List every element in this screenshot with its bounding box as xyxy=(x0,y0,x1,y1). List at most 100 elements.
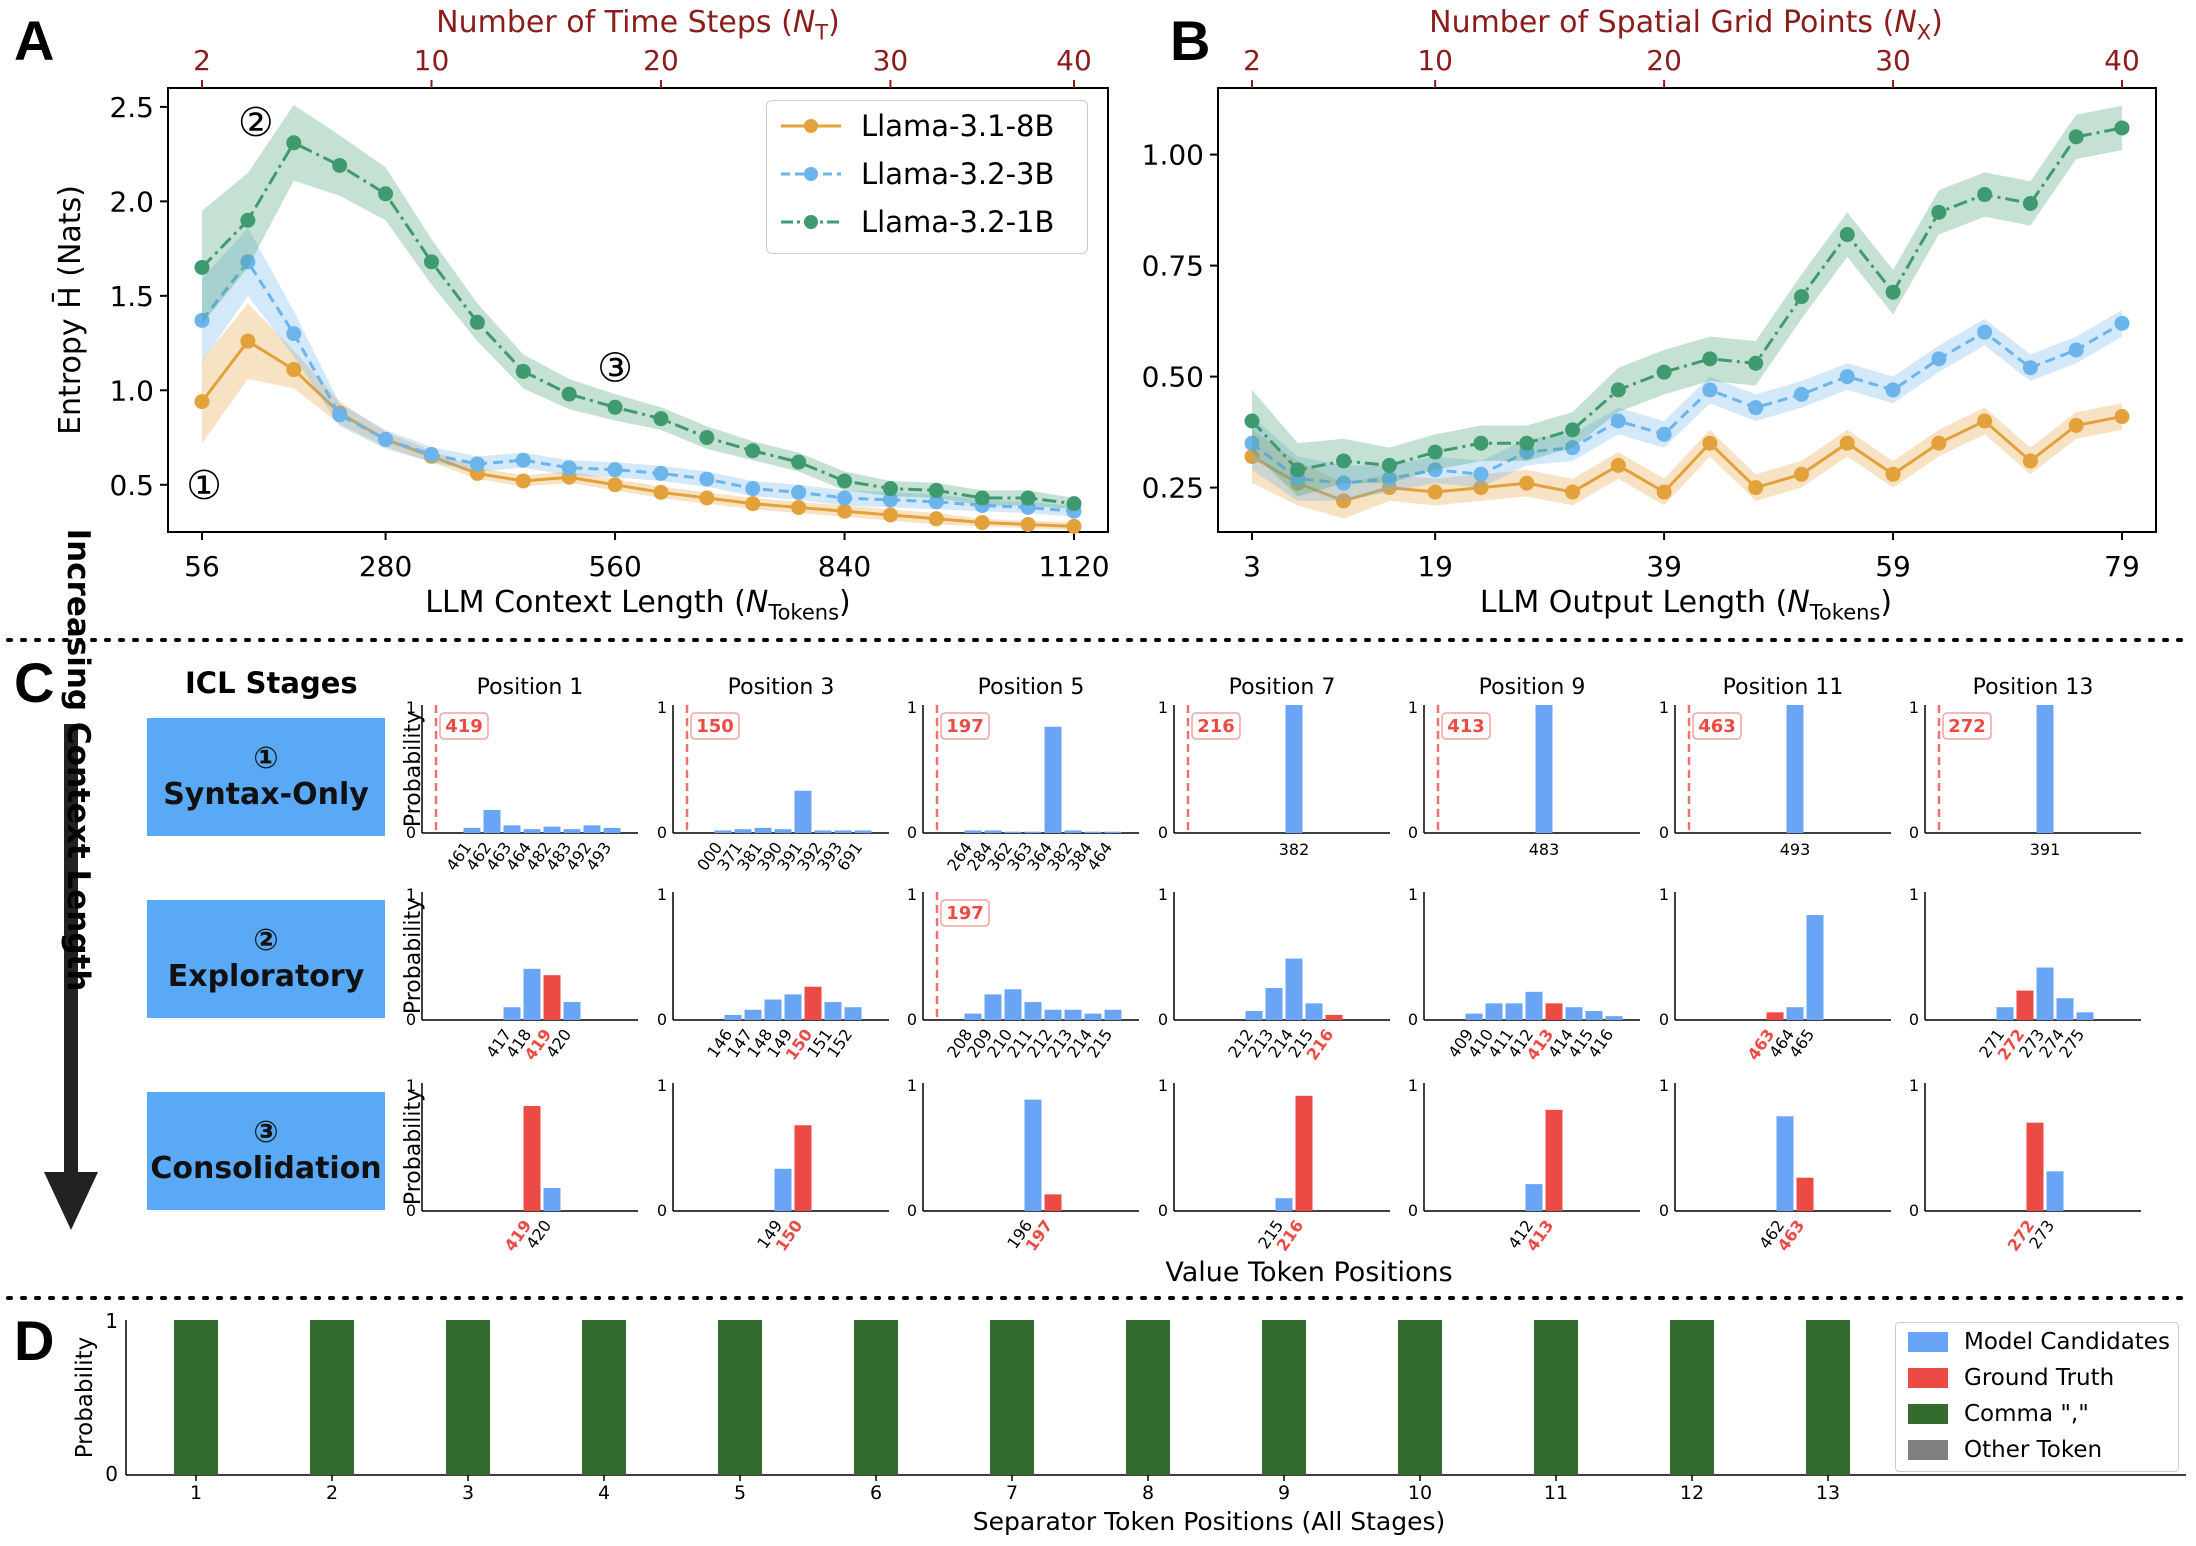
panel-b-line-chart: 0.25 0.50 0.75 1.00 3 19 39 59 79 2 10 20 30 40 Number… xyxy=(1142,5,2157,625)
y-tick-label: 0 xyxy=(1158,823,1168,842)
bar-comma xyxy=(446,1320,490,1475)
y-tick-label: 0 xyxy=(657,823,667,842)
y-tick-label: 1 xyxy=(907,885,917,904)
y-tick-label: 0 xyxy=(907,823,917,842)
bar-ground-truth xyxy=(794,1125,812,1211)
data-point xyxy=(1244,449,1260,465)
data-point xyxy=(791,484,807,500)
y-tick-label: 1 xyxy=(1659,698,1669,717)
legend-swatch-blue xyxy=(1908,1332,1948,1352)
marker-label: 463 xyxy=(1698,716,1736,737)
bar-comma xyxy=(718,1320,762,1475)
bar-comma xyxy=(1398,1320,1442,1475)
bar-ground-truth xyxy=(543,975,561,1020)
data-point xyxy=(974,515,990,531)
bar-comma xyxy=(854,1320,898,1475)
bar-comma xyxy=(174,1320,218,1475)
legend-label: Model Candidates xyxy=(1964,1329,2170,1355)
column-title: Position 1 xyxy=(477,675,584,700)
bar-comma xyxy=(990,1320,1034,1475)
data-point xyxy=(561,386,577,402)
bar-comma xyxy=(1534,1320,1578,1475)
marker-badge xyxy=(1692,712,1742,740)
bar-candidate xyxy=(1044,726,1062,833)
data-point xyxy=(378,431,394,447)
column-title: Position 3 xyxy=(728,675,835,700)
data-point xyxy=(1793,386,1809,402)
bottom-axis-title: LLM Context Length (NTokens) xyxy=(425,585,851,625)
y-tick-label: 0 xyxy=(907,1201,917,1220)
bar-candidate xyxy=(1996,1007,2014,1020)
bar-candidate xyxy=(734,829,752,833)
bar-candidate xyxy=(583,825,601,833)
y-tick-label: 0 xyxy=(1659,1201,1669,1220)
data-point xyxy=(1610,457,1626,473)
data-point xyxy=(1244,413,1260,429)
data-point xyxy=(2022,453,2038,469)
data-point xyxy=(2068,417,2084,433)
y-tick-label: 1 xyxy=(406,698,416,717)
bar-ground-truth xyxy=(523,1106,541,1211)
x-tick-label: 1 xyxy=(190,1482,202,1504)
data-point xyxy=(423,254,439,270)
data-point xyxy=(469,456,485,472)
bar-candidate xyxy=(744,1009,762,1020)
bar-candidate xyxy=(1004,989,1022,1020)
x-tick-label: 79 xyxy=(2104,550,2140,583)
panel-a-line-chart: 0.5 1.0 1.5 2.0 2.5 56 280 560 840 1120 2 10 20 30 40 N… xyxy=(52,5,1110,625)
legend-panel-d: Model Candidates Ground Truth Comma "," … xyxy=(1895,1322,2179,1472)
data-point xyxy=(882,481,898,497)
data-point xyxy=(469,314,485,330)
data-point xyxy=(240,212,256,228)
bar-candidate xyxy=(1104,831,1122,833)
marker-badge xyxy=(1191,712,1241,740)
x-tick-label: 13 xyxy=(1816,1482,1840,1504)
data-point xyxy=(791,454,807,470)
x-tick-label: 19 xyxy=(1417,550,1453,583)
data-point xyxy=(1565,422,1581,438)
data-point xyxy=(1885,284,1901,300)
bar-candidate xyxy=(523,829,541,833)
dotted-dividers xyxy=(6,638,2190,1300)
bar-candidate xyxy=(603,827,621,833)
legend-item-llama-1b: Llama-3.2-1B xyxy=(781,199,1087,245)
y-tick-label: 0 xyxy=(406,1201,416,1220)
x-tick-label: 8 xyxy=(1142,1482,1154,1504)
bar-candidate xyxy=(1285,958,1303,1020)
data-point xyxy=(378,186,394,202)
x-tick-label: 560 xyxy=(588,550,641,583)
bar-candidate xyxy=(1525,991,1543,1020)
top-x-tick-label: 2 xyxy=(1243,44,1261,77)
top-x-tick-label: 20 xyxy=(1646,44,1682,77)
data-point xyxy=(561,460,577,476)
bar-candidate xyxy=(714,830,732,833)
bar-ground-truth xyxy=(1295,1095,1313,1211)
stage-box-consolidation: ③ Consolidation xyxy=(147,1092,385,1210)
column-title: Position 11 xyxy=(1723,675,1844,700)
bar-label: 483 xyxy=(1529,840,1560,859)
bar-candidate xyxy=(483,809,501,833)
bar-candidate xyxy=(1485,1003,1503,1020)
bar-candidate xyxy=(1806,915,1824,1020)
plot-frame xyxy=(1217,87,2157,533)
bar-candidate xyxy=(463,827,481,833)
x-tick-label: 3 xyxy=(462,1482,474,1504)
increasing-context-label: Increasing Context Length xyxy=(60,528,96,992)
y-axis-title: Probability xyxy=(72,1337,98,1459)
y-tick-label: 0 xyxy=(105,1462,118,1486)
y-tick-label: 0 xyxy=(1909,823,1919,842)
data-point xyxy=(1748,480,1764,496)
legend-line-blue xyxy=(781,167,841,181)
data-point xyxy=(882,507,898,523)
data-point xyxy=(1839,227,1855,243)
y-tick-label: 1 xyxy=(1659,1076,1669,1095)
bar-comma xyxy=(582,1320,626,1475)
annotation-2: ② xyxy=(238,100,274,146)
bar-candidate xyxy=(563,829,581,833)
stage-name: Syntax-Only xyxy=(163,777,369,812)
data-point xyxy=(1793,466,1809,482)
marker-label: 419 xyxy=(445,716,483,737)
bar-candidate xyxy=(1084,831,1102,833)
stage-number: ① xyxy=(253,741,279,776)
